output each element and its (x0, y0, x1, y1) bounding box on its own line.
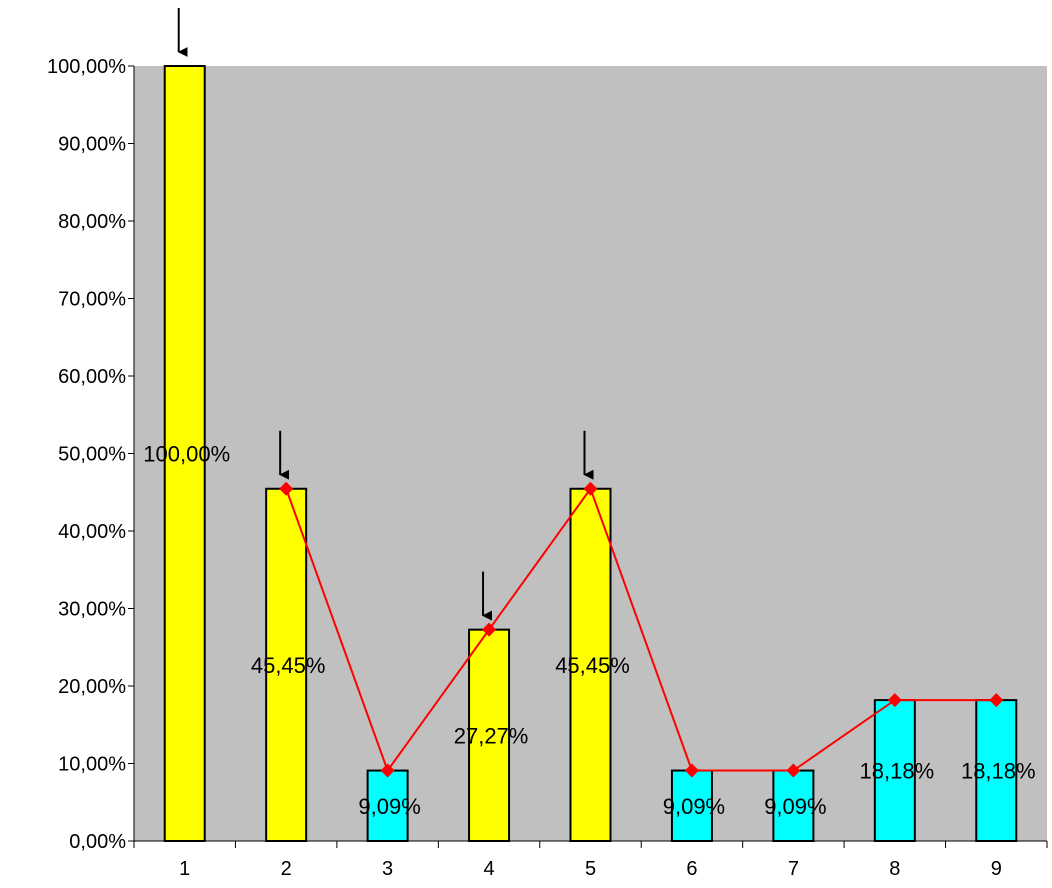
bar (366, 769, 409, 842)
x-tick-label: 7 (788, 858, 799, 880)
bar (975, 699, 1018, 842)
line-point (482, 622, 497, 637)
bar (772, 769, 815, 842)
bar (873, 699, 916, 842)
data-label: 45,45% (251, 653, 326, 678)
x-tick-label: 6 (686, 858, 697, 880)
x-tick-label: 8 (889, 858, 900, 880)
line-point (380, 763, 395, 778)
data-label: 18,18% (860, 759, 935, 784)
data-label: 9,09% (663, 794, 725, 819)
y-tick-label: 30,00% (58, 599, 126, 621)
y-tick-label: 50,00% (58, 444, 126, 466)
line-point (887, 693, 902, 708)
data-label: 9,09% (764, 794, 826, 819)
x-tick-label: 3 (382, 858, 393, 880)
x-tick-label: 2 (281, 858, 292, 880)
x-tick-label: 9 (991, 858, 1002, 880)
x-tick-label: 4 (483, 858, 494, 880)
y-tick-label: 100,00% (47, 56, 126, 78)
data-label: 18,18% (961, 759, 1036, 784)
data-label: 45,45% (555, 653, 630, 678)
line-point (989, 693, 1004, 708)
y-tick-label: 60,00% (58, 366, 126, 388)
x-tick-label: 5 (585, 858, 596, 880)
x-tick-label: 1 (179, 858, 190, 880)
data-label: 27,27% (454, 723, 529, 748)
data-label: 9,09% (358, 794, 420, 819)
y-tick-label: 10,00% (58, 754, 126, 776)
line-point (684, 763, 699, 778)
line-point (583, 481, 598, 496)
y-tick-label: 0,00% (69, 831, 126, 853)
y-tick-label: 80,00% (58, 211, 126, 233)
y-tick-label: 70,00% (58, 289, 126, 311)
series-line (285, 486, 997, 773)
y-tick-label: 90,00% (58, 134, 126, 156)
y-tick-label: 40,00% (58, 521, 126, 543)
y-tick-label: 20,00% (58, 676, 126, 698)
line-point (279, 481, 294, 496)
line-point (786, 763, 801, 778)
data-label: 100,00% (143, 442, 230, 467)
bar (163, 65, 206, 842)
